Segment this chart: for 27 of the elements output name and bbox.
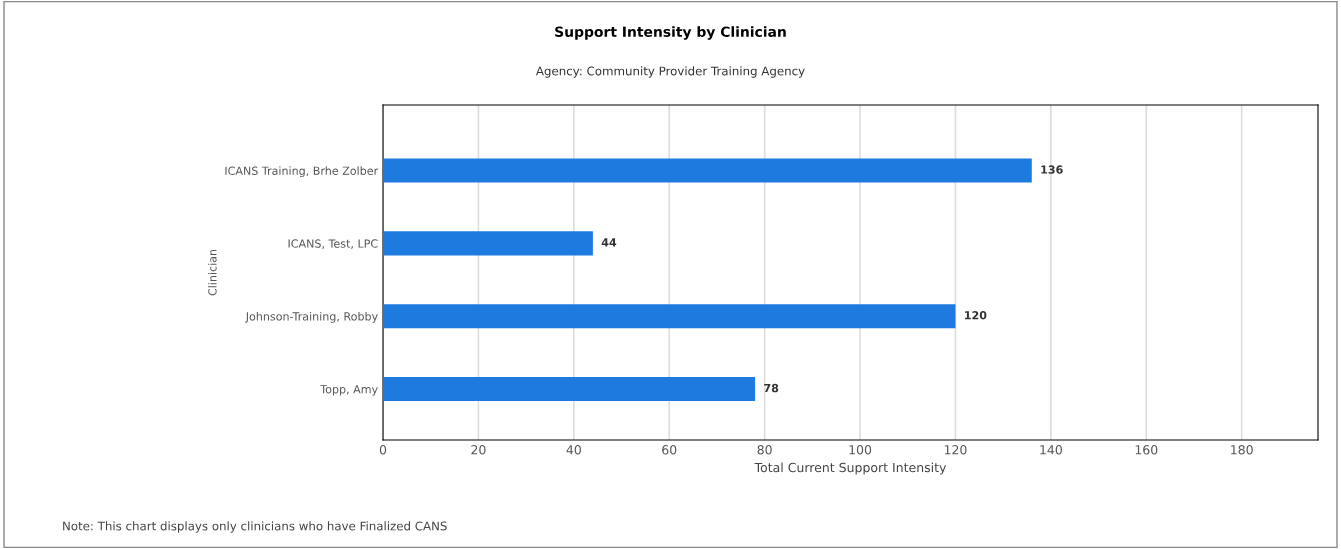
bar — [383, 377, 756, 402]
y-axis-title: Clinician — [208, 249, 217, 296]
x-tick-label: 100 — [849, 445, 872, 455]
y-tick-label: ICANS Training, Brhe Zolber — [225, 166, 379, 178]
bar — [383, 158, 1032, 183]
x-tick-label: 180 — [1231, 445, 1253, 455]
y-tick-label: ICANS, Test, LPC — [288, 239, 378, 249]
x-tick-label: 40 — [566, 445, 581, 455]
x-tick-label: 120 — [944, 445, 967, 455]
bar — [383, 231, 593, 256]
bar — [383, 304, 956, 329]
x-tick-label: 60 — [662, 445, 677, 455]
x-tick-label: 20 — [471, 445, 486, 455]
data-label: 120 — [965, 311, 987, 320]
data-label: 44 — [601, 238, 617, 247]
text: Note: This chart displays only clinicians who have Finalized CANS — [63, 521, 447, 533]
x-tick-label: 160 — [1135, 445, 1158, 455]
x-tick-label: 80 — [757, 445, 772, 455]
chart-title: Support Intensity by Clinician — [555, 26, 786, 40]
chart-subtitle: Agency: Community Provider Training Agency — [535, 66, 805, 78]
data-label: 78 — [764, 383, 779, 393]
x-tick-label: 0 — [379, 445, 387, 455]
y-tick-label: Topp, Amy — [320, 385, 378, 396]
x-tick-label: 140 — [1040, 445, 1062, 455]
x-axis-title: Total Current Support Intensity — [754, 462, 947, 475]
y-tick-label: Johnson-Training, Robby — [245, 311, 378, 323]
data-label: 136 — [1041, 165, 1063, 174]
